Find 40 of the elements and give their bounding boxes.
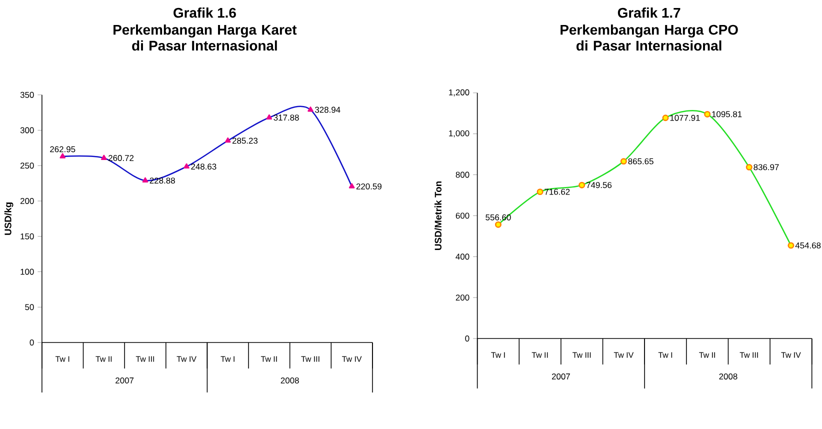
- data-label: 865.65: [628, 158, 654, 164]
- data-label: 285.23: [232, 138, 258, 144]
- data-label: 716.62: [544, 188, 570, 195]
- y-tick-label: 250: [20, 162, 34, 168]
- data-label: 260.72: [108, 154, 134, 161]
- data-label: 328.94: [315, 106, 340, 113]
- text: 2008: [719, 373, 738, 380]
- y-tick-label: 200: [20, 198, 34, 204]
- y-tick-label: 350: [20, 92, 34, 98]
- y-tick-label: 800: [456, 172, 470, 178]
- data-label: 317.88: [274, 114, 299, 120]
- y-tick-label: 300: [20, 127, 34, 134]
- y-tick-label: 200: [456, 294, 470, 300]
- text: 2008: [280, 377, 299, 384]
- data-label: 749.56: [586, 182, 612, 188]
- chart-subtitle: Perkembangan Harga Karet di Pasar Internasional: [114, 24, 297, 50]
- chart-title: Grafik 1.6: [174, 7, 236, 18]
- text: 2007: [552, 373, 570, 380]
- data-label: 262.95: [50, 146, 76, 152]
- y-tick-label: 400: [456, 253, 470, 260]
- y-tick-label: 100: [20, 268, 34, 275]
- data-label: 454.68: [795, 242, 821, 248]
- y-tick-label: 150: [20, 233, 34, 240]
- data-label: 220.59: [356, 183, 382, 190]
- chart-subtitle: Perkembangan Harga CPO di Pasar Internasional: [560, 24, 738, 50]
- y-tick-label: 50: [25, 304, 34, 310]
- y-axis-title: USD/kg: [4, 202, 14, 235]
- y-tick-label: 1,000: [449, 130, 470, 138]
- data-label: 1095.81: [712, 111, 742, 117]
- chart-title: Grafik 1.7: [618, 7, 680, 18]
- y-tick-label: 0: [465, 335, 470, 342]
- y-tick-label: 0: [30, 339, 34, 346]
- y-axis-title: USD/Metrik Ton: [434, 181, 442, 250]
- y-tick-label: 1,200: [449, 89, 470, 96]
- text: 2007: [116, 377, 134, 384]
- data-label: 1077.91: [670, 114, 700, 121]
- y-tick-label: 600: [456, 212, 470, 218]
- data-label: 836.97: [754, 164, 779, 170]
- data-label: 248.63: [191, 163, 216, 170]
- data-label: 228.88: [150, 177, 175, 184]
